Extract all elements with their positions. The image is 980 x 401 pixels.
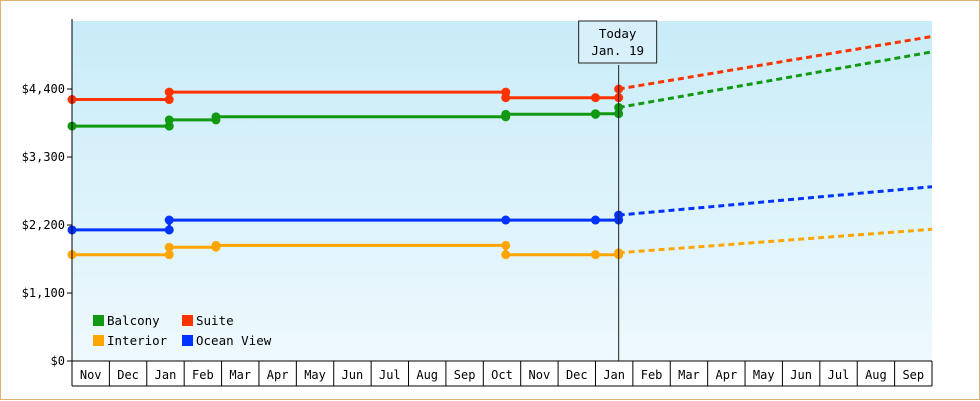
x-tick-label: Sep <box>454 368 476 382</box>
x-tick-label: Feb <box>641 368 663 382</box>
data-point <box>164 115 174 125</box>
data-point <box>590 215 600 225</box>
series-balcony <box>67 50 933 131</box>
data-point <box>590 93 600 103</box>
forecast-line <box>618 50 933 109</box>
series-interior <box>67 227 933 260</box>
legend-item: Balcony <box>93 313 160 328</box>
y-tick-label: $1,100 <box>22 286 65 300</box>
y-tick-label: $2,200 <box>22 218 65 232</box>
data-point <box>164 95 174 105</box>
today-date: Jan. 19 <box>591 43 644 58</box>
y-axis: $0 $1,100 $2,200 $3,300 $4,400 <box>22 19 73 368</box>
data-point <box>501 93 511 103</box>
x-tick-label: Aug <box>865 368 887 382</box>
today-marker: Today Jan. 19 <box>578 20 658 361</box>
x-tick-label: Jun <box>342 368 364 382</box>
legend: Balcony Suite Interior Ocean View <box>93 313 272 348</box>
series-suite <box>67 35 933 105</box>
x-tick-label: May <box>753 368 775 382</box>
x-tick-label: Mar <box>678 368 700 382</box>
data-point <box>501 109 511 119</box>
legend-label: Balcony <box>107 313 160 328</box>
x-tick-label: Dec <box>566 368 588 382</box>
data-point <box>164 215 174 225</box>
plot-area <box>72 21 932 361</box>
data-point <box>164 242 174 252</box>
data-point <box>164 225 174 235</box>
x-tick-label: Sep <box>902 368 924 382</box>
y-tick-label: $0 <box>51 354 65 368</box>
x-tick-label: Jul <box>828 368 850 382</box>
x-tick-label: Aug <box>416 368 438 382</box>
data-point <box>164 250 174 260</box>
legend-label: Interior <box>107 333 168 348</box>
x-axis: Nov Dec Jan Feb Mar Apr May Jun Jul Aug Sep Oct Nov D… <box>71 360 933 387</box>
x-tick-label: Nov <box>80 368 102 382</box>
x-tick-label: Apr <box>267 368 289 382</box>
today-label: Today <box>599 26 637 41</box>
today-box <box>578 20 658 64</box>
series-layer <box>67 35 933 260</box>
data-point <box>590 250 600 260</box>
x-tick-label: Dec <box>117 368 139 382</box>
forecast-line <box>618 227 933 255</box>
legend-label: Suite <box>196 313 234 328</box>
forecast-line <box>618 35 933 91</box>
data-point <box>164 87 174 97</box>
y-tick-label: $3,300 <box>22 150 65 164</box>
legend-swatch <box>182 315 193 326</box>
data-point <box>501 215 511 225</box>
data-point <box>590 109 600 119</box>
data-point <box>211 112 221 122</box>
x-tick-label: Jan <box>155 368 177 382</box>
x-tick-label: Feb <box>192 368 214 382</box>
x-tick-label: Jul <box>379 368 401 382</box>
forecast-line <box>618 185 933 217</box>
x-tick-label: Apr <box>716 368 738 382</box>
legend-label: Ocean View <box>196 333 272 348</box>
data-point <box>164 121 174 131</box>
legend-item: Interior <box>93 333 168 348</box>
x-tick-label: Nov <box>529 368 551 382</box>
x-tick-label: May <box>304 368 326 382</box>
data-point <box>501 240 511 250</box>
data-point <box>501 250 511 260</box>
legend-swatch <box>93 335 104 346</box>
x-tick-label: Oct <box>491 368 513 382</box>
legend-item: Ocean View <box>182 333 272 348</box>
legend-swatch <box>182 335 193 346</box>
x-tick-label: Jun <box>790 368 812 382</box>
y-tick-label: $4,400 <box>22 82 65 96</box>
x-tick-label: Mar <box>229 368 251 382</box>
legend-item: Suite <box>182 313 234 328</box>
legend-swatch <box>93 315 104 326</box>
x-tick-label: Jan <box>603 368 625 382</box>
data-point <box>211 240 221 250</box>
